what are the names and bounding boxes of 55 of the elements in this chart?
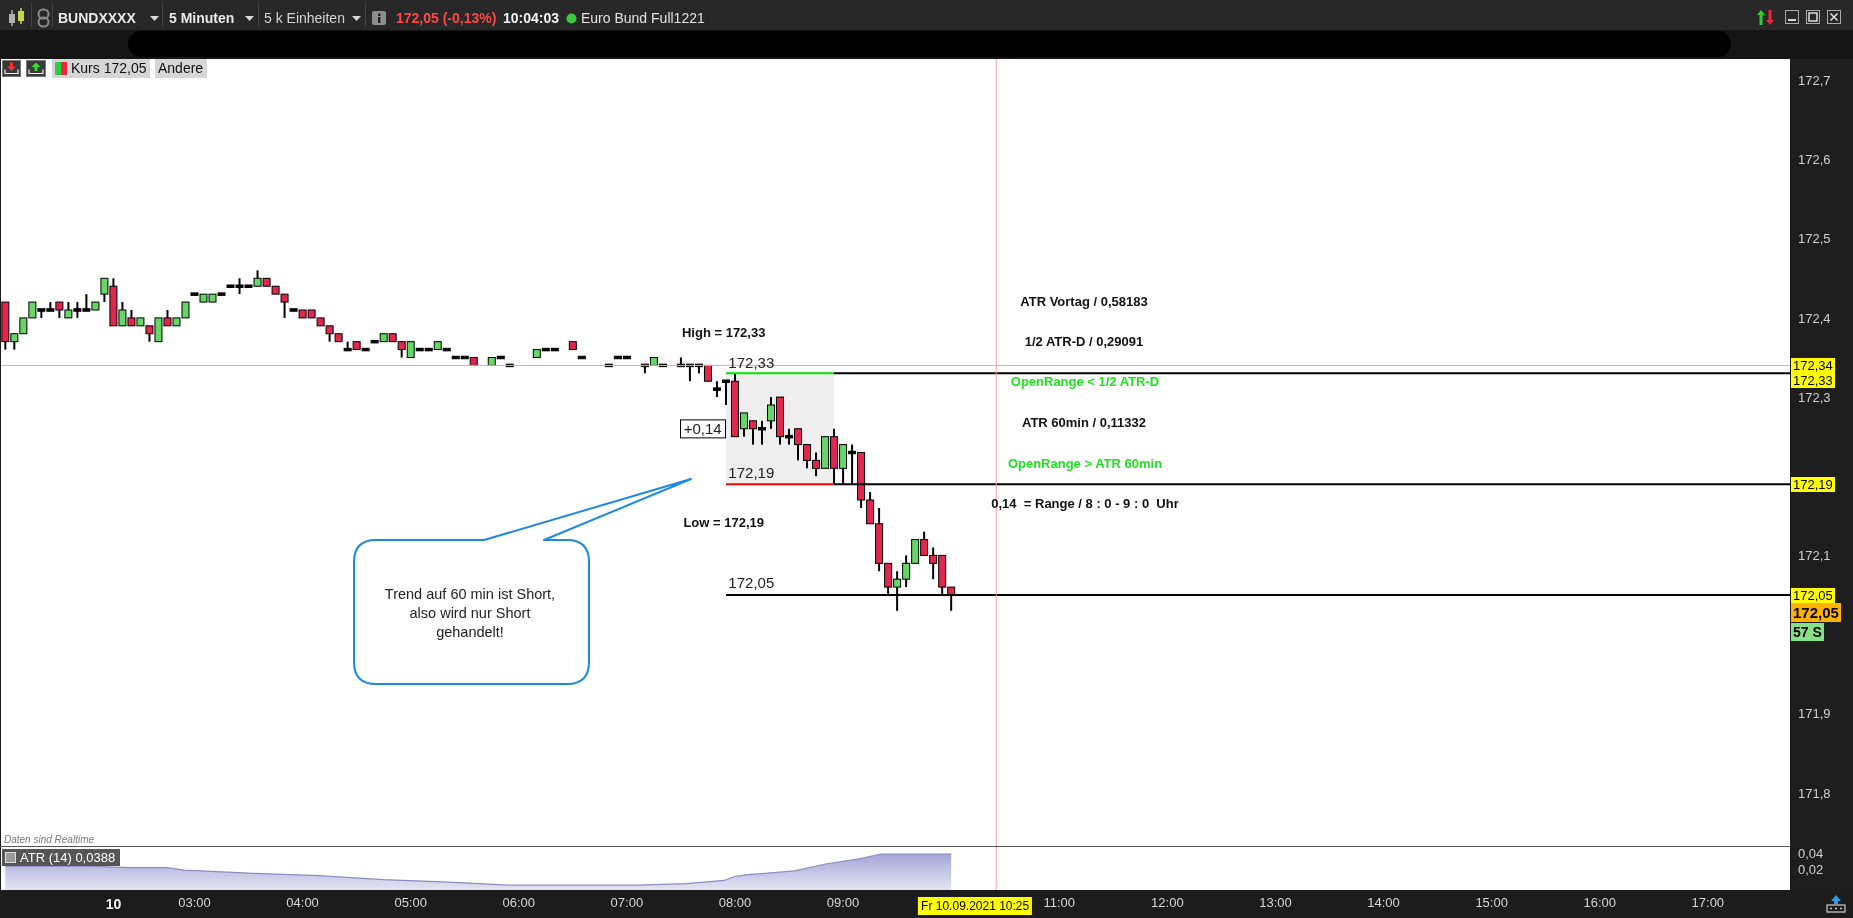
annotation: Trend auf 60 min ist Short, also wird nur Short gehandelt! [383, 584, 557, 642]
text: 5 Minuten [169, 10, 235, 26]
annotation: High = 172,33 [681, 324, 766, 341]
text: 172,05 (-0,13%) [396, 10, 497, 26]
y-tick-label: 171,9 [1798, 706, 1831, 722]
text: 5 k Einheiten [264, 10, 345, 26]
text: 57 S [1791, 623, 1824, 641]
x-tick-label: 11:00 [1043, 895, 1076, 911]
x-tick-label: 14:00 [1367, 895, 1400, 911]
annotation: Low = 172,19 [683, 514, 764, 531]
y-tick-label: 172,6 [1798, 152, 1831, 168]
y-tick-label: 171,8 [1798, 785, 1831, 801]
x-tick-label: 17:00 [1691, 895, 1725, 911]
data-label: 172,19 [1791, 476, 1835, 492]
x-tick-label: 06:00 [502, 895, 536, 911]
y-tick-label: 172,3 [1798, 389, 1831, 405]
x-tick-label: 04:00 [286, 895, 319, 911]
y-tick-label: 0,04 [1798, 845, 1824, 861]
x-tick-label: 13:00 [1259, 895, 1292, 911]
ref-line-label: Fr 10.09.2021 10:25 [918, 897, 1033, 915]
y-tick-label: 172,7 [1798, 72, 1831, 88]
y-tick-label: 0,02 [1798, 861, 1824, 877]
annotation: +0,14 [679, 419, 726, 439]
annotation: 172,05 [728, 574, 775, 592]
text: 10 [105, 895, 122, 913]
text: 10:04:03 [503, 10, 560, 26]
x-tick-label: 08:00 [718, 895, 752, 911]
annotation: 0,14 = Range / 8 : 0 - 9 : 0 Uhr [991, 495, 1179, 512]
annotation: Daten sind Realtime [4, 833, 95, 847]
annotation: OpenRange < 1/2 ATR-D [1010, 373, 1160, 390]
x-tick-label: 16:00 [1583, 895, 1617, 911]
x-tick-label: 05:00 [394, 895, 427, 911]
annotation: Kurs 172,05 [70, 59, 150, 78]
chart-title: ATR (14) 0,0388 [20, 849, 116, 866]
ref-line-label: 172,34 [1791, 357, 1835, 373]
y-tick-label: 172,1 [1798, 548, 1831, 564]
x-tick-label: 15:00 [1475, 895, 1508, 911]
data-label: 172,05 [1791, 587, 1835, 603]
text: 172,05 [1791, 602, 1841, 622]
text: BUNDXXXX [58, 10, 136, 26]
x-tick-label: 09:00 [826, 895, 860, 911]
annotation: 172,33 [728, 354, 775, 372]
text: Euro Bund Full1221 [581, 10, 705, 26]
annotation: ATR Vortag / 0,58183 [1020, 293, 1148, 310]
annotation: Andere [155, 59, 208, 78]
data-label: 172,33 [1791, 372, 1835, 388]
annotation: 1/2 ATR-D / 0,29091 [1024, 333, 1144, 350]
y-tick-label: 172,4 [1798, 310, 1831, 326]
y-tick-label: 172,5 [1798, 231, 1831, 247]
annotation: OpenRange > ATR 60min [1007, 455, 1163, 472]
x-tick-label: 07:00 [610, 895, 644, 911]
annotation: ATR 60min / 0,11332 [1021, 414, 1147, 431]
annotation: 172,19 [728, 464, 775, 482]
x-tick-label: 03:00 [178, 895, 211, 911]
x-tick-label: 12:00 [1151, 895, 1184, 911]
